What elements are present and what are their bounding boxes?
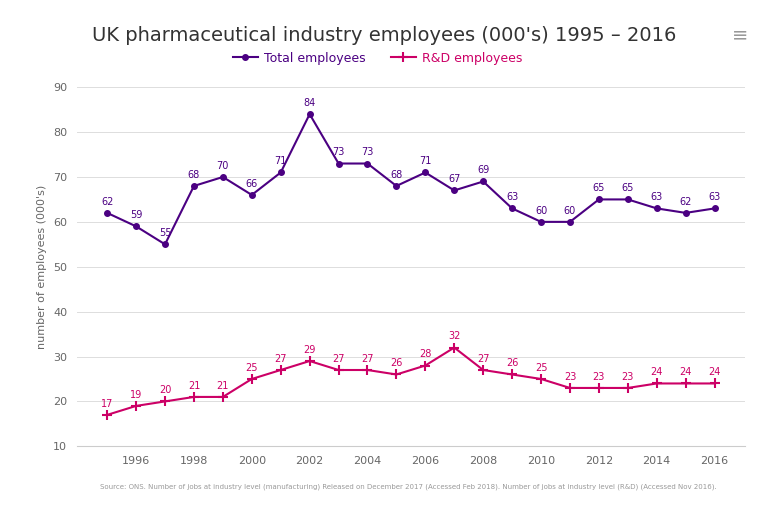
Text: 19: 19	[130, 389, 142, 400]
Text: 60: 60	[564, 206, 576, 215]
Text: 23: 23	[621, 371, 634, 382]
Total employees	[710, 205, 719, 211]
Text: 68: 68	[188, 170, 200, 180]
Text: 25: 25	[246, 363, 258, 372]
Text: 24: 24	[650, 367, 663, 377]
R&D employees	[161, 398, 170, 404]
R&D employees	[449, 345, 458, 351]
Text: 71: 71	[419, 156, 432, 166]
R&D employees	[681, 381, 690, 387]
Total employees	[681, 210, 690, 216]
R&D employees	[478, 367, 488, 373]
Text: ≡: ≡	[733, 26, 749, 45]
Total employees	[421, 169, 430, 175]
Text: 65: 65	[593, 183, 605, 193]
Text: 25: 25	[535, 363, 548, 372]
Text: 24: 24	[680, 367, 692, 377]
Text: 73: 73	[333, 147, 345, 157]
Text: 67: 67	[448, 174, 461, 184]
Text: 26: 26	[506, 358, 518, 368]
R&D employees	[652, 381, 661, 387]
Text: 20: 20	[159, 385, 171, 395]
Text: 84: 84	[303, 98, 316, 108]
R&D employees	[421, 362, 430, 368]
R&D employees	[103, 412, 112, 418]
R&D employees	[536, 376, 545, 382]
Total employees	[594, 196, 604, 203]
Text: 71: 71	[274, 156, 287, 166]
Text: 70: 70	[217, 161, 229, 171]
Text: Source: ONS. Number of jobs at industry level (manufacturing) Released on Decemb: Source: ONS. Number of jobs at industry …	[100, 483, 717, 490]
Text: 17: 17	[101, 399, 114, 408]
Text: 26: 26	[390, 358, 402, 368]
Line: Total employees: Total employees	[104, 111, 717, 247]
Total employees	[392, 183, 401, 189]
Text: 68: 68	[390, 170, 402, 180]
Text: 63: 63	[708, 192, 720, 202]
Total employees	[334, 161, 343, 167]
Text: 32: 32	[448, 331, 461, 341]
Text: 69: 69	[477, 165, 489, 175]
Text: 28: 28	[419, 349, 432, 359]
Total employees	[478, 179, 488, 185]
Text: 27: 27	[274, 353, 287, 364]
Total employees	[305, 111, 314, 117]
Text: 21: 21	[217, 381, 229, 390]
Text: UK pharmaceutical industry employees (000's) 1995 – 2016: UK pharmaceutical industry employees (00…	[92, 26, 676, 45]
Total employees	[363, 161, 372, 167]
R&D employees	[190, 394, 199, 400]
Text: 59: 59	[130, 210, 142, 220]
Text: 23: 23	[564, 371, 576, 382]
Text: 27: 27	[333, 353, 345, 364]
Text: 60: 60	[535, 206, 547, 215]
Total employees	[652, 205, 661, 211]
Total employees	[131, 223, 141, 229]
Total employees	[247, 192, 257, 198]
R&D employees	[710, 381, 719, 387]
Text: 63: 63	[650, 192, 663, 202]
Text: 63: 63	[506, 192, 518, 202]
R&D employees	[508, 371, 517, 378]
Total employees	[508, 205, 517, 211]
Text: 62: 62	[680, 196, 692, 207]
Legend: Total employees, R&D employees: Total employees, R&D employees	[228, 47, 527, 70]
Text: 24: 24	[708, 367, 721, 377]
Text: 27: 27	[477, 353, 489, 364]
R&D employees	[131, 403, 141, 409]
Total employees	[161, 241, 170, 247]
R&D employees	[623, 385, 632, 391]
Text: 65: 65	[621, 183, 634, 193]
Total employees	[190, 183, 199, 189]
R&D employees	[594, 385, 604, 391]
R&D employees	[247, 376, 257, 382]
Total employees	[449, 187, 458, 193]
Total employees	[623, 196, 632, 203]
Text: 73: 73	[361, 147, 374, 157]
Text: 23: 23	[593, 371, 605, 382]
R&D employees	[334, 367, 343, 373]
Text: 21: 21	[187, 381, 200, 390]
Line: R&D employees: R&D employees	[102, 343, 720, 420]
Total employees	[276, 169, 286, 175]
R&D employees	[392, 371, 401, 378]
Text: 62: 62	[101, 196, 114, 207]
Text: 29: 29	[303, 345, 316, 354]
Total employees	[103, 210, 112, 216]
Text: 27: 27	[361, 353, 374, 364]
Y-axis label: number of employees (000's): number of employees (000's)	[38, 185, 48, 349]
R&D employees	[565, 385, 574, 391]
Total employees	[565, 219, 574, 225]
R&D employees	[218, 394, 227, 400]
Text: 66: 66	[246, 179, 258, 189]
R&D employees	[363, 367, 372, 373]
Total employees	[536, 219, 545, 225]
R&D employees	[305, 358, 314, 364]
R&D employees	[276, 367, 286, 373]
Text: 55: 55	[159, 228, 171, 238]
Total employees	[218, 174, 227, 180]
